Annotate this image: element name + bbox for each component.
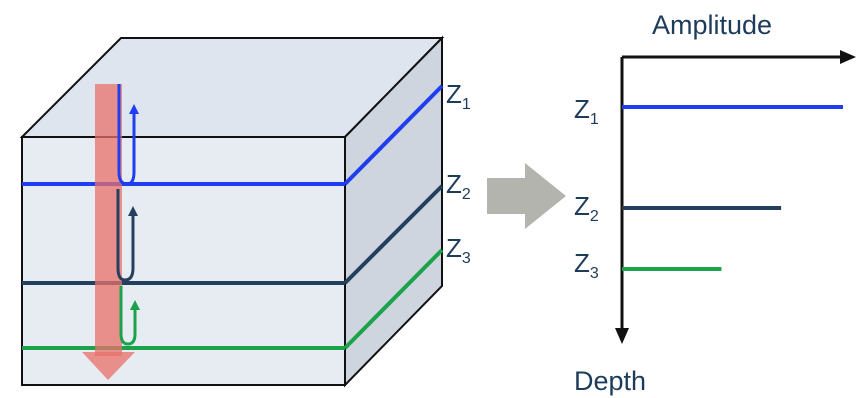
horizon-label-z1: Z1: [446, 79, 471, 113]
x-axis-arrowhead: [840, 50, 856, 64]
depth-label-z2: Z2: [574, 191, 599, 225]
block-front-face: [21, 136, 346, 386]
horizon-z3: [22, 248, 444, 350]
horizon-z1: [22, 84, 444, 186]
horizon-label-z3: Z3: [446, 233, 471, 267]
transition-arrow: [487, 163, 566, 229]
horizon-z2: [22, 184, 444, 285]
reflection-arrow-z3: [119, 286, 140, 346]
y-axis-title: Depth: [574, 366, 646, 396]
reflection-arrow-z2: [116, 189, 138, 282]
earth-block: Z1 Z2 Z3: [19, 35, 471, 388]
reflection-arrow-z1: [117, 84, 139, 186]
horizon-label-z2: Z2: [446, 169, 471, 203]
x-axis-title: Amplitude: [652, 10, 772, 40]
depth-label-z3: Z3: [574, 248, 599, 282]
depth-label-z1: Z1: [574, 94, 599, 128]
y-axis-arrowhead: [615, 328, 629, 344]
amplitude-depth-plot: Amplitude Depth Z1 Z2 Z3: [574, 10, 856, 396]
